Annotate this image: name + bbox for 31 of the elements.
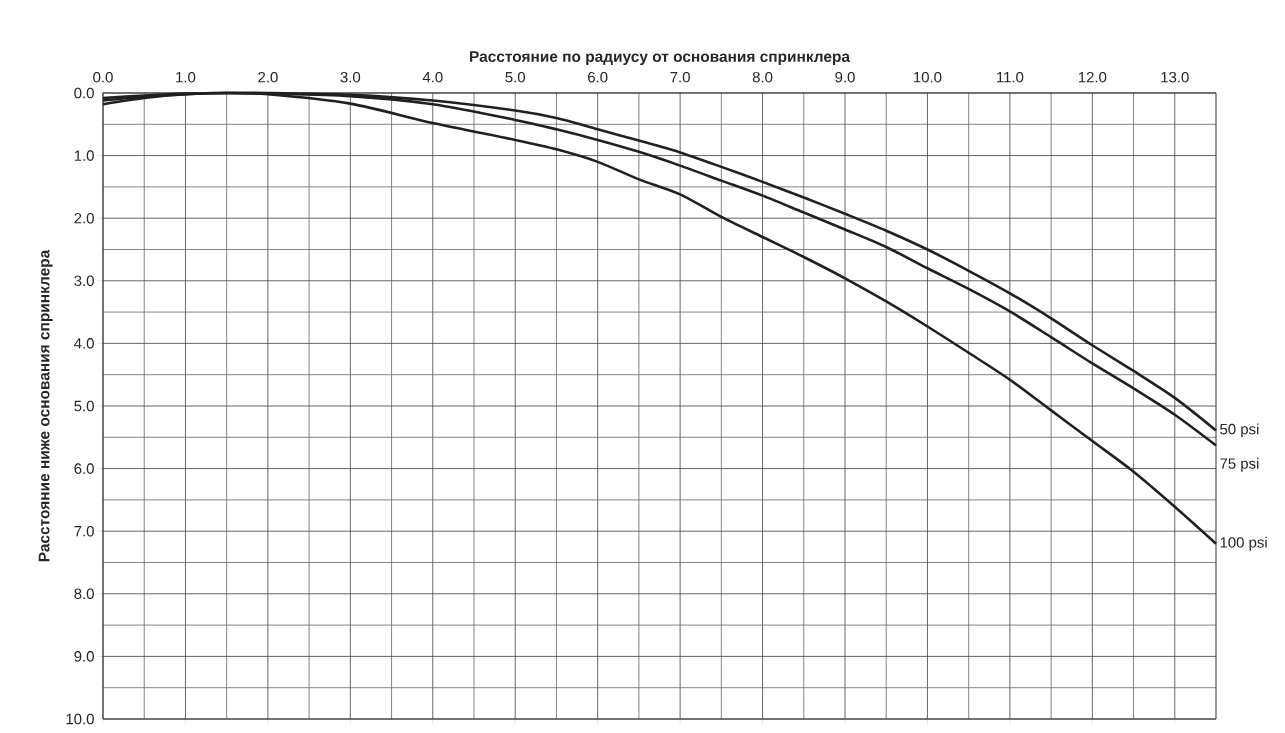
x-tick-label: 4.0 [422,71,443,83]
x-tick-label: 8.0 [752,71,773,83]
x-tick-label: 10.0 [914,71,942,83]
y-tick-label: 10.0 [66,713,94,725]
x-tick-label: 5.0 [505,71,526,83]
x-tick-label: 0.0 [93,71,113,83]
x-tick-label: 12.0 [1078,71,1107,83]
series-label: 50 psi [1220,423,1259,438]
y-tick-label: 7.0 [74,525,94,537]
series-label: 75 psi [1220,457,1259,472]
x-tick-label: 1.0 [176,71,196,83]
x-tick-label: 2.0 [258,71,278,83]
y-tick-label: 9.0 [74,651,94,662]
x-tick-label: 3.0 [340,71,361,83]
x-tick-label: 7.0 [670,71,690,83]
x-tick-label: 13.0 [1161,71,1189,83]
y-tick-label: 5.0 [74,400,94,412]
y-tick-label: 6.0 [74,463,94,474]
line-series [101,91,1218,546]
y-tick-label: 4.0 [74,338,94,349]
y-tick-label: 8.0 [74,588,94,600]
y-tick-label: 3.0 [74,275,94,287]
x-tick-label: 11.0 [997,71,1024,83]
y-tick-label: 1.0 [74,150,94,161]
x-tick-label: 6.0 [588,71,608,83]
x-tick-label: 9.0 [835,71,855,83]
x-axis-title: Расстояние по радиусу от основания спринклера [470,51,851,66]
y-tick-label: 0.0 [74,87,94,99]
series-label: 100 psi [1220,536,1267,551]
y-tick-label: 2.0 [74,212,94,224]
y-axis-title: Расстояние ниже основания спринклера [38,249,53,562]
